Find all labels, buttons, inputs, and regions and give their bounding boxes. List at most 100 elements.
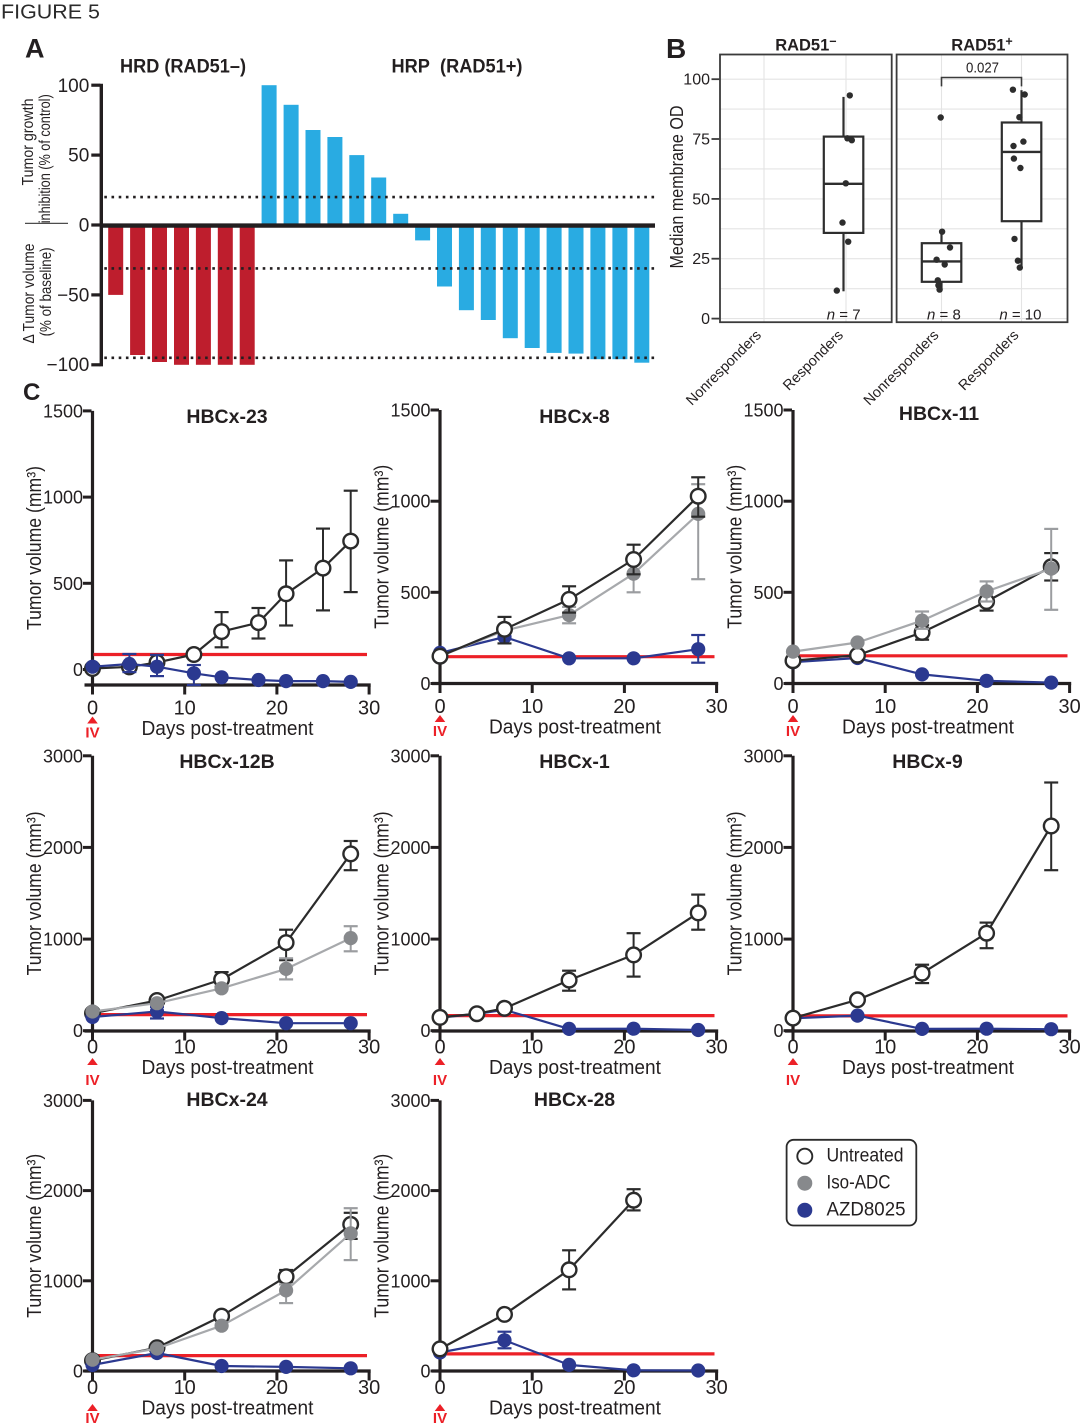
svg-text:30: 30 — [705, 696, 727, 718]
svg-text:IV: IV — [85, 1072, 99, 1089]
svg-text:0: 0 — [434, 696, 445, 718]
svg-text:Tumor volume (mm³): Tumor volume (mm³) — [725, 465, 747, 629]
svg-text:n = 8: n = 8 — [927, 307, 961, 324]
svg-text:Tumor volume (mm³): Tumor volume (mm³) — [24, 811, 46, 975]
svg-text:3000: 3000 — [390, 1091, 430, 1111]
svg-text:Days post-treatment: Days post-treatment — [489, 717, 661, 739]
svg-text:Tumor volume (mm³): Tumor volume (mm³) — [24, 466, 46, 630]
svg-text:30: 30 — [358, 1037, 380, 1059]
svg-text:3000: 3000 — [743, 746, 783, 766]
svg-text:0: 0 — [87, 1037, 98, 1059]
svg-text:HBCx-23: HBCx-23 — [186, 406, 267, 428]
svg-text:1000: 1000 — [743, 492, 783, 512]
svg-text:0: 0 — [73, 660, 83, 680]
svg-text:HBCx-24: HBCx-24 — [186, 1089, 267, 1111]
svg-text:10: 10 — [521, 1037, 543, 1059]
svg-text:IV: IV — [433, 1410, 447, 1424]
svg-text:3000: 3000 — [390, 746, 430, 766]
svg-text:10: 10 — [521, 1377, 543, 1399]
svg-text:10: 10 — [174, 698, 196, 720]
svg-text:−50: −50 — [57, 285, 89, 306]
svg-text:1000: 1000 — [43, 488, 83, 508]
svg-text:100: 100 — [683, 72, 710, 89]
svg-text:HRP (RAD51+): HRP (RAD51+) — [392, 57, 523, 78]
svg-text:20: 20 — [966, 696, 988, 718]
svg-text:0: 0 — [73, 1362, 83, 1382]
svg-text:0.027: 0.027 — [966, 60, 999, 77]
svg-text:Tumor volume (mm³): Tumor volume (mm³) — [372, 1154, 394, 1318]
svg-text:HBCx-12B: HBCx-12B — [179, 751, 274, 773]
svg-text:0: 0 — [79, 216, 90, 237]
svg-text:50: 50 — [692, 191, 710, 208]
svg-text:2000: 2000 — [390, 838, 430, 858]
svg-text:(% of baseline): (% of baseline) — [38, 247, 55, 336]
svg-text:0: 0 — [434, 1037, 445, 1059]
svg-text:0: 0 — [420, 1362, 430, 1382]
svg-text:2000: 2000 — [743, 838, 783, 858]
svg-text:20: 20 — [613, 696, 635, 718]
svg-text:10: 10 — [174, 1037, 196, 1059]
svg-text:Tumor volume (mm³): Tumor volume (mm³) — [725, 811, 747, 975]
svg-text:IV: IV — [786, 723, 800, 740]
svg-text:0: 0 — [87, 698, 98, 720]
svg-text:Tumor growth: Tumor growth — [20, 99, 37, 186]
svg-text:1000: 1000 — [390, 492, 430, 512]
svg-text:Days post-treatment: Days post-treatment — [142, 1398, 314, 1420]
svg-text:HBCx-9: HBCx-9 — [892, 751, 963, 773]
svg-text:10: 10 — [521, 696, 543, 718]
svg-text:RAD51+: RAD51+ — [951, 35, 1012, 55]
svg-text:0: 0 — [787, 696, 798, 718]
svg-text:2000: 2000 — [390, 1181, 430, 1201]
svg-text:30: 30 — [705, 1037, 727, 1059]
svg-text:0: 0 — [434, 1377, 445, 1399]
svg-text:0: 0 — [701, 311, 710, 328]
svg-text:n = 7: n = 7 — [827, 307, 861, 324]
svg-text:10: 10 — [874, 696, 896, 718]
svg-text:Tumor volume (mm³): Tumor volume (mm³) — [372, 811, 394, 975]
svg-text:2000: 2000 — [43, 838, 83, 858]
svg-text:Days post-treatment: Days post-treatment — [842, 717, 1014, 739]
svg-text:30: 30 — [1058, 1037, 1080, 1059]
svg-text:500: 500 — [400, 583, 430, 603]
svg-text:IV: IV — [85, 725, 99, 742]
svg-text:0: 0 — [773, 1021, 783, 1041]
svg-text:C: C — [23, 379, 40, 406]
svg-text:30: 30 — [705, 1377, 727, 1399]
svg-text:AZD8025: AZD8025 — [827, 1199, 906, 1220]
svg-text:Untreated: Untreated — [827, 1145, 904, 1166]
svg-text:inhibition (% of control): inhibition (% of control) — [37, 94, 54, 223]
svg-text:1500: 1500 — [743, 401, 783, 421]
svg-text:IV: IV — [85, 1410, 99, 1424]
svg-text:20: 20 — [613, 1037, 635, 1059]
svg-text:20: 20 — [266, 1377, 288, 1399]
svg-text:30: 30 — [358, 698, 380, 720]
svg-text:Δ Tumor volume: Δ Tumor volume — [21, 244, 38, 344]
svg-text:20: 20 — [266, 1037, 288, 1059]
svg-text:IV: IV — [433, 1072, 447, 1089]
svg-text:IV: IV — [786, 1072, 800, 1089]
svg-text:10: 10 — [174, 1377, 196, 1399]
svg-text:500: 500 — [53, 574, 83, 594]
svg-text:Tumor volume (mm³): Tumor volume (mm³) — [24, 1154, 46, 1318]
svg-text:Median membrane OD: Median membrane OD — [667, 106, 687, 269]
svg-text:−100: −100 — [47, 355, 90, 376]
svg-text:0: 0 — [87, 1377, 98, 1399]
svg-text:Iso-ADC: Iso-ADC — [827, 1172, 891, 1193]
svg-text:HBCx-8: HBCx-8 — [539, 406, 610, 428]
svg-text:30: 30 — [1058, 696, 1080, 718]
svg-text:n = 10: n = 10 — [999, 307, 1041, 324]
svg-text:HBCx-28: HBCx-28 — [534, 1089, 615, 1111]
svg-text:1000: 1000 — [390, 930, 430, 950]
svg-text:HBCx-1: HBCx-1 — [539, 751, 610, 773]
svg-text:25: 25 — [692, 251, 710, 268]
svg-text:0: 0 — [73, 1021, 83, 1041]
svg-text:3000: 3000 — [43, 746, 83, 766]
svg-text:50: 50 — [68, 146, 89, 167]
svg-text:B: B — [666, 33, 686, 64]
svg-text:20: 20 — [966, 1037, 988, 1059]
svg-text:HRD (RAD51–): HRD (RAD51–) — [120, 57, 246, 78]
svg-text:FIGURE 5: FIGURE 5 — [1, 2, 100, 24]
svg-text:0: 0 — [787, 1037, 798, 1059]
svg-text:Days post-treatment: Days post-treatment — [842, 1057, 1014, 1079]
svg-text:1000: 1000 — [390, 1271, 430, 1291]
